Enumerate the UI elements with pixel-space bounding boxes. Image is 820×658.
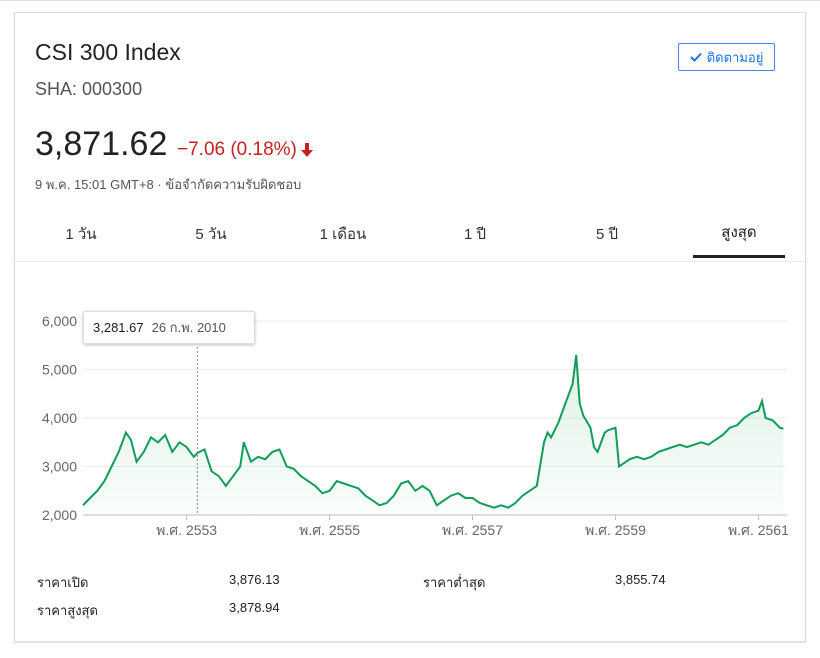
y-tick-label: 4,000 (42, 410, 77, 426)
ticker-symbol: SHA: 000300 (35, 79, 143, 99)
range-tabs: 1 วัน 5 วัน 1 เดือน 1 ปี 5 ปี สูงสุด (15, 209, 805, 262)
follow-button[interactable]: ติดตามอยู่ (678, 43, 775, 71)
tab-1-year[interactable]: 1 ปี (463, 225, 487, 243)
arrow-down-icon (300, 143, 313, 157)
price-change-value: −7.06 (0.18%) (177, 139, 297, 160)
low-value: 3,855.74 (615, 572, 666, 587)
tab-1-month[interactable]: 1 เดือน (319, 225, 367, 243)
tab-max[interactable]: สูงสุด (693, 209, 785, 258)
hover-tooltip: 3,281.67 26 ก.พ. 2010 (83, 311, 255, 344)
tooltip-value: 3,281.67 (93, 320, 144, 335)
x-tick-label: พ.ศ. 2559 (585, 522, 646, 538)
y-tick-label: 3,000 (42, 459, 77, 475)
tooltip-date: 26 ก.พ. 2010 (151, 320, 226, 335)
high-value: 3,878.94 (229, 600, 280, 615)
open-label: ราคาเปิด (37, 575, 89, 590)
tab-5-day[interactable]: 5 วัน (195, 225, 227, 243)
price-chart[interactable]: 2,000 3,000 4,000 5,000 6,000 พ.ศ. 2553 พ.ศ. … (15, 271, 805, 561)
tab-5-year[interactable]: 5 ปี (595, 225, 619, 243)
timestamp-disclaimer: 9 พ.ค. 15:01 GMT+8 · ข้อจำกัดความรับผิดช… (35, 177, 302, 192)
top-divider (0, 0, 820, 1)
price-line (82, 354, 784, 509)
price-change: −7.06 (0.18%) (177, 139, 314, 161)
open-value: 3,876.13 (229, 572, 280, 587)
x-tick-label: พ.ศ. 2553 (156, 522, 217, 538)
y-tick-label: 6,000 (42, 313, 77, 329)
stock-card: CSI 300 Index SHA: 000300 ติดตามอยู่ 3,8… (14, 12, 806, 642)
y-tick-label: 5,000 (42, 362, 77, 378)
index-title: CSI 300 Index (35, 39, 181, 65)
y-tick-label: 2,000 (42, 507, 77, 523)
current-price: 3,871.62 (35, 125, 168, 163)
high-label: ราคาสูงสุด (37, 603, 98, 618)
low-label: ราคาต่ำสุด (423, 575, 486, 590)
x-tick-label: พ.ศ. 2557 (442, 522, 503, 538)
follow-label: ติดตามอยู่ (706, 49, 764, 65)
check-icon (689, 52, 702, 62)
x-tick-label: พ.ศ. 2561 (728, 522, 789, 538)
tab-1-day[interactable]: 1 วัน (65, 225, 97, 243)
x-tick-label: พ.ศ. 2555 (299, 522, 360, 538)
price-area (83, 355, 784, 515)
